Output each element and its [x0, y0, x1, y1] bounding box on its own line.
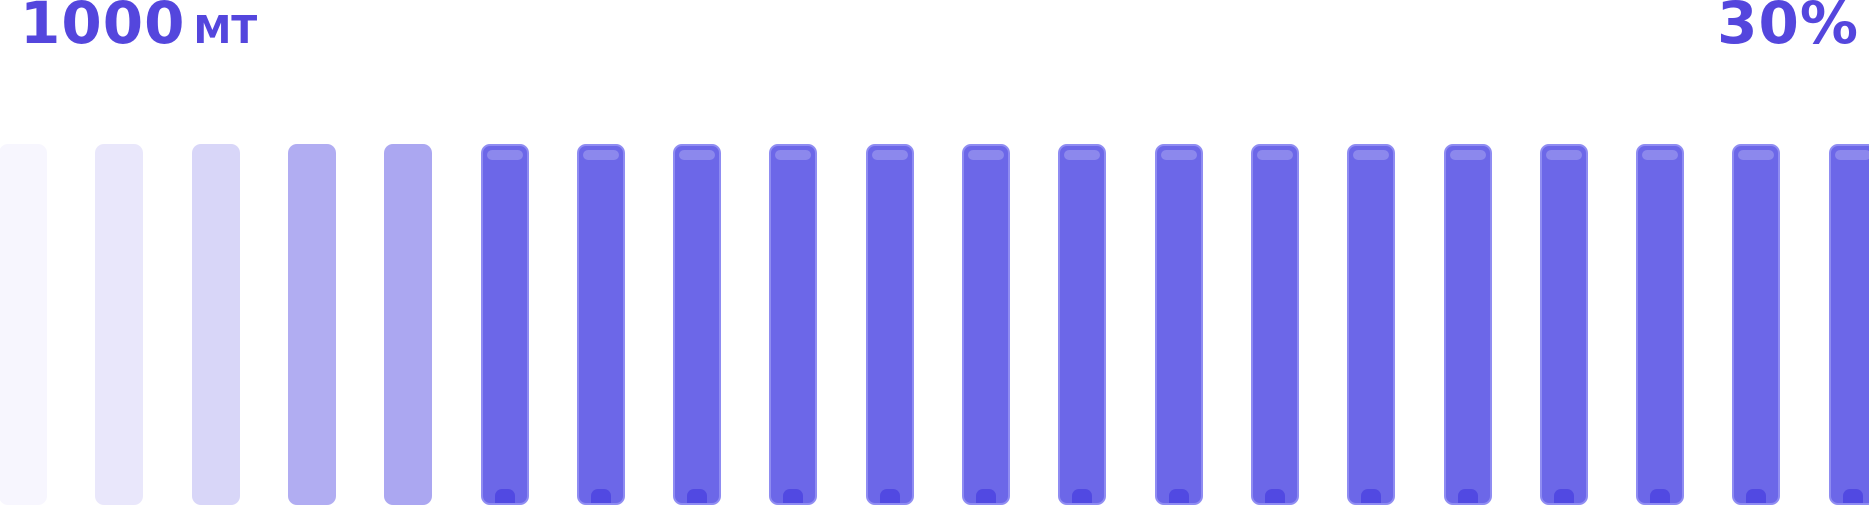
meter-segment: [962, 144, 1010, 505]
meter-segment: [865, 144, 914, 505]
level-meter: [0, 144, 1869, 505]
amount-display: 1000 МТ: [20, 0, 257, 52]
meter-segment: [95, 144, 144, 505]
meter-segment: [1443, 144, 1492, 505]
percent-display: 30%: [1717, 0, 1859, 57]
meter-segment: [1732, 144, 1781, 505]
amount-value: 1000: [20, 0, 186, 57]
meter-segment: [1250, 144, 1299, 505]
meter-segment: [769, 144, 818, 505]
meter-segment: [287, 144, 336, 505]
meter-segment: [1636, 144, 1685, 505]
meter-segment: [1539, 144, 1588, 505]
meter-segment: [0, 144, 47, 505]
meter-segment: [1058, 144, 1107, 505]
meter-segment: [1347, 144, 1396, 505]
meter-segment: [191, 144, 240, 505]
meter-segment: [673, 144, 722, 505]
meter-segment: [1154, 144, 1203, 505]
meter-segment: [384, 144, 433, 505]
meter-segment: [480, 144, 529, 505]
amount-unit: МТ: [193, 8, 258, 52]
meter-segment: [1828, 144, 1869, 505]
meter-segment: [576, 144, 625, 505]
